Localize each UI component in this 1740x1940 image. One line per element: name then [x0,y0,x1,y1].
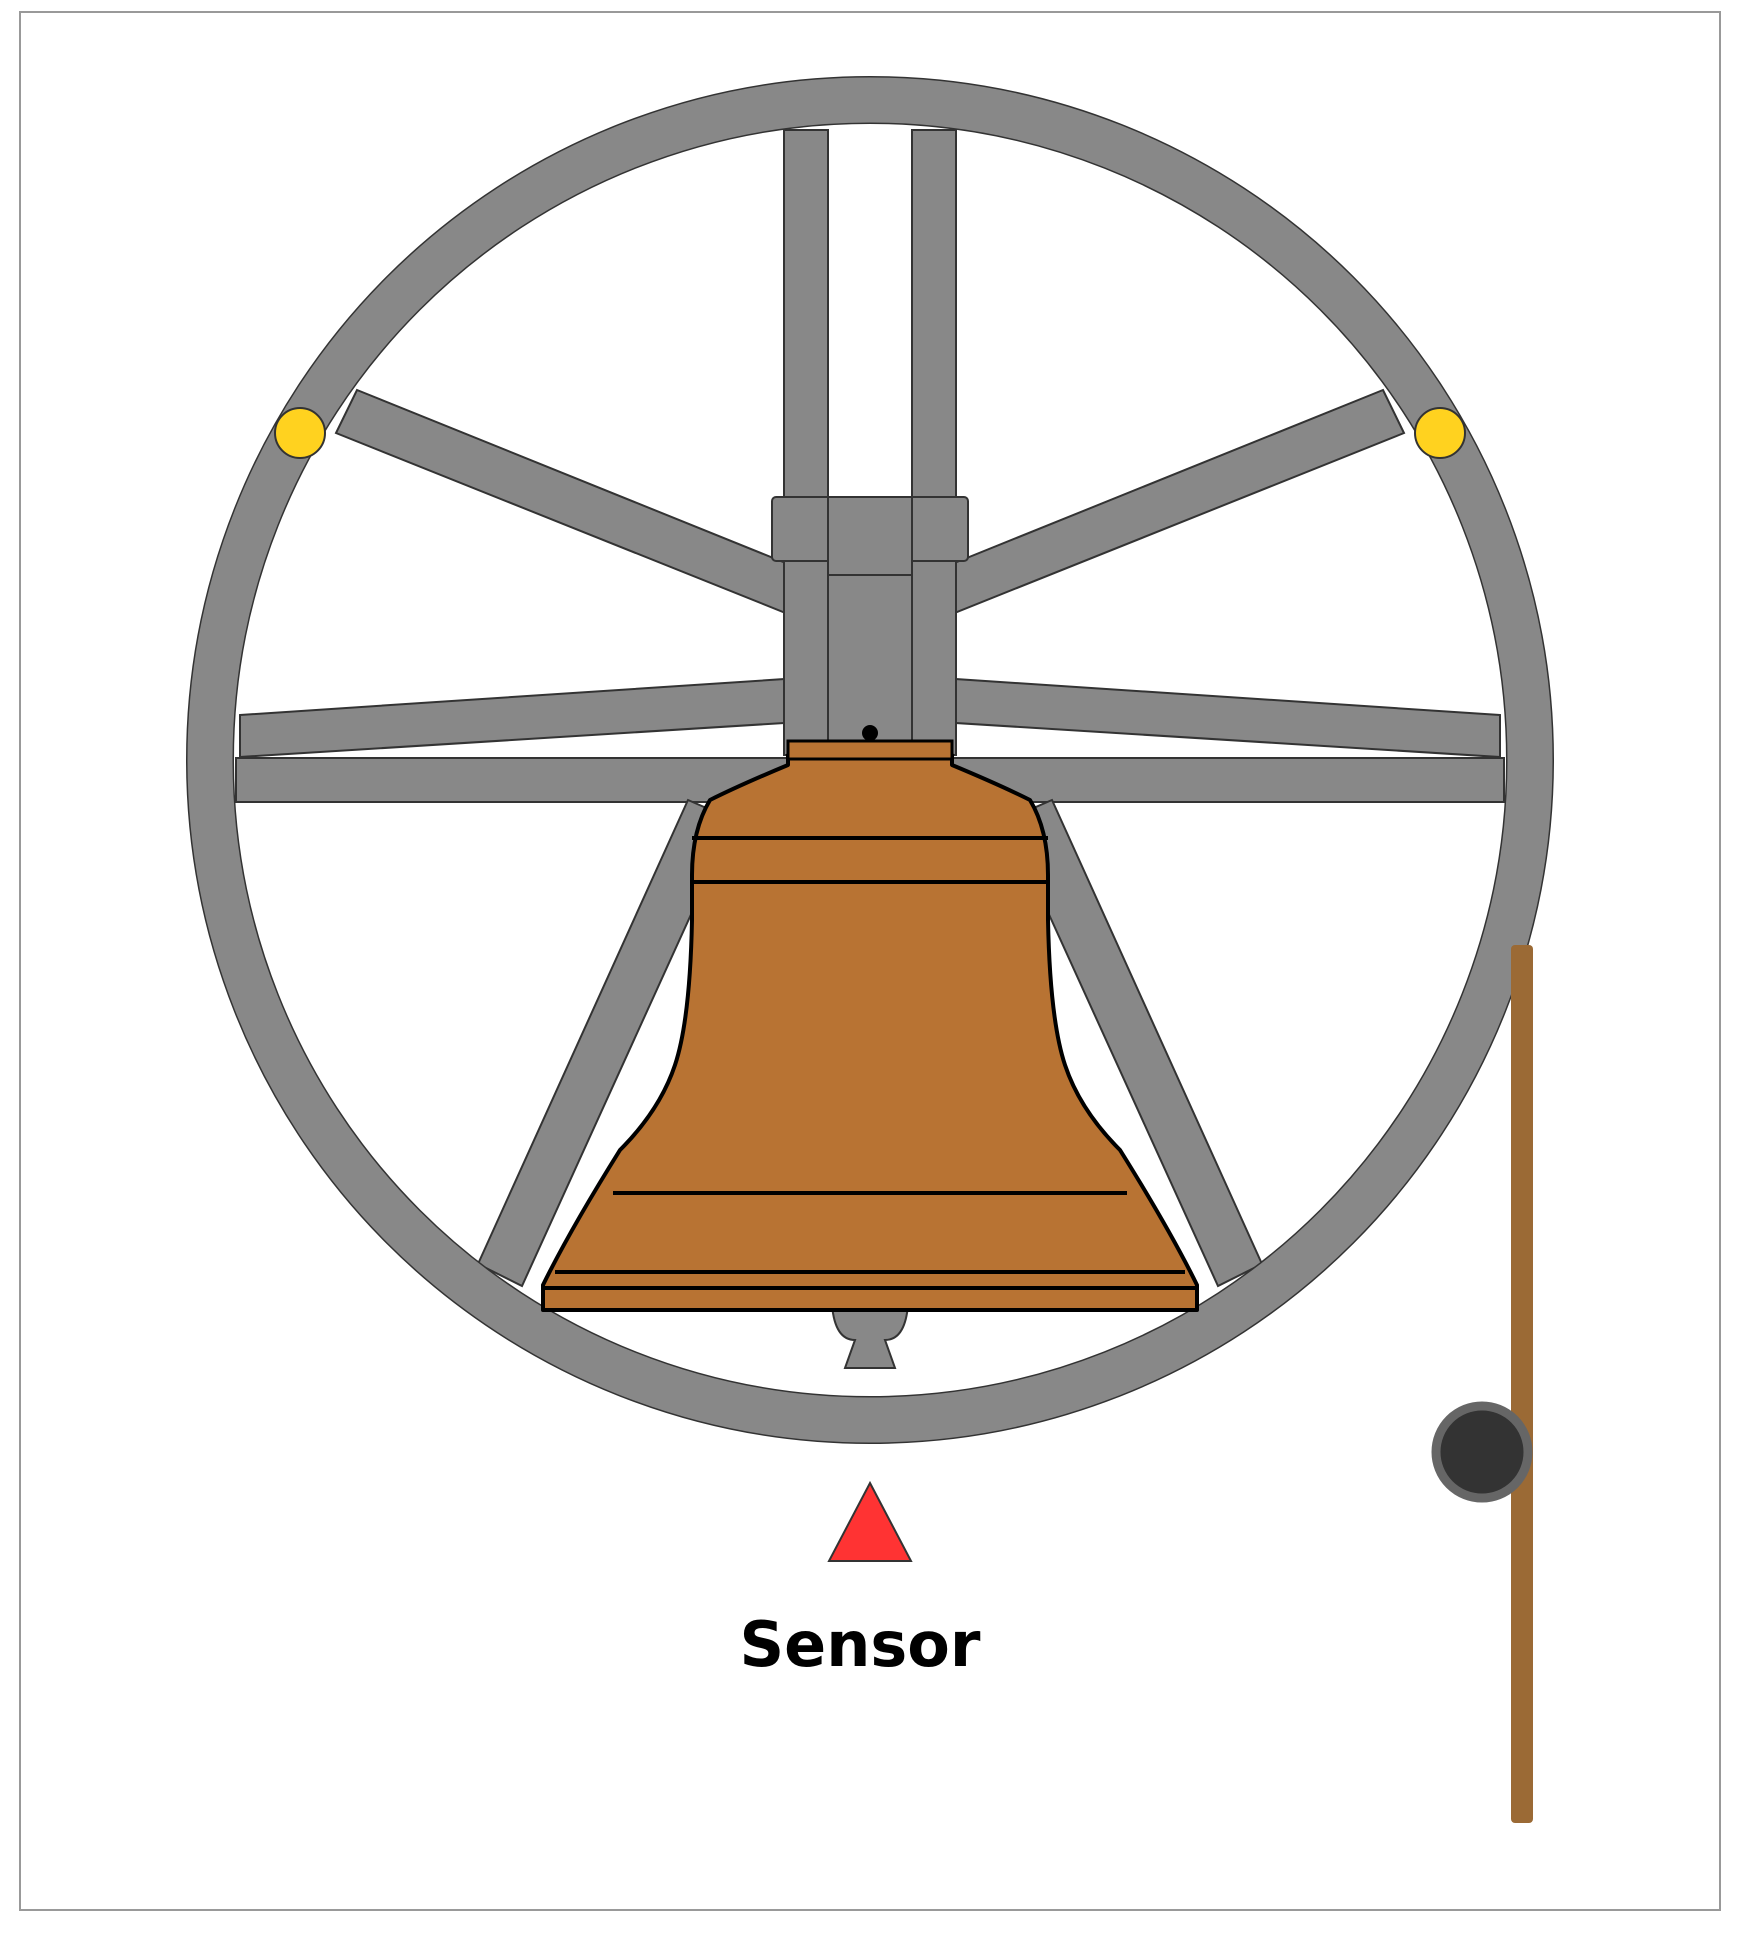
marker-right [1414,407,1466,459]
pulley-icon [1431,1401,1533,1503]
vertical-post-left [783,129,829,756]
marker-left [274,407,326,459]
bell-crown [786,739,954,761]
wheel-rim-fill [187,77,1553,1443]
bell-body [541,753,1199,1312]
bell [541,739,1199,1369]
sensor-label: Sensor [740,1608,981,1681]
sensor: Sensor [740,1480,981,1681]
sensor-triangle-icon [827,1480,913,1562]
rope [1511,945,1533,1823]
vertical-post-right [911,129,957,756]
headstock-center [827,496,913,576]
clapper [830,1304,910,1369]
rope-assembly [1431,945,1533,1823]
pivot-point [862,725,878,741]
